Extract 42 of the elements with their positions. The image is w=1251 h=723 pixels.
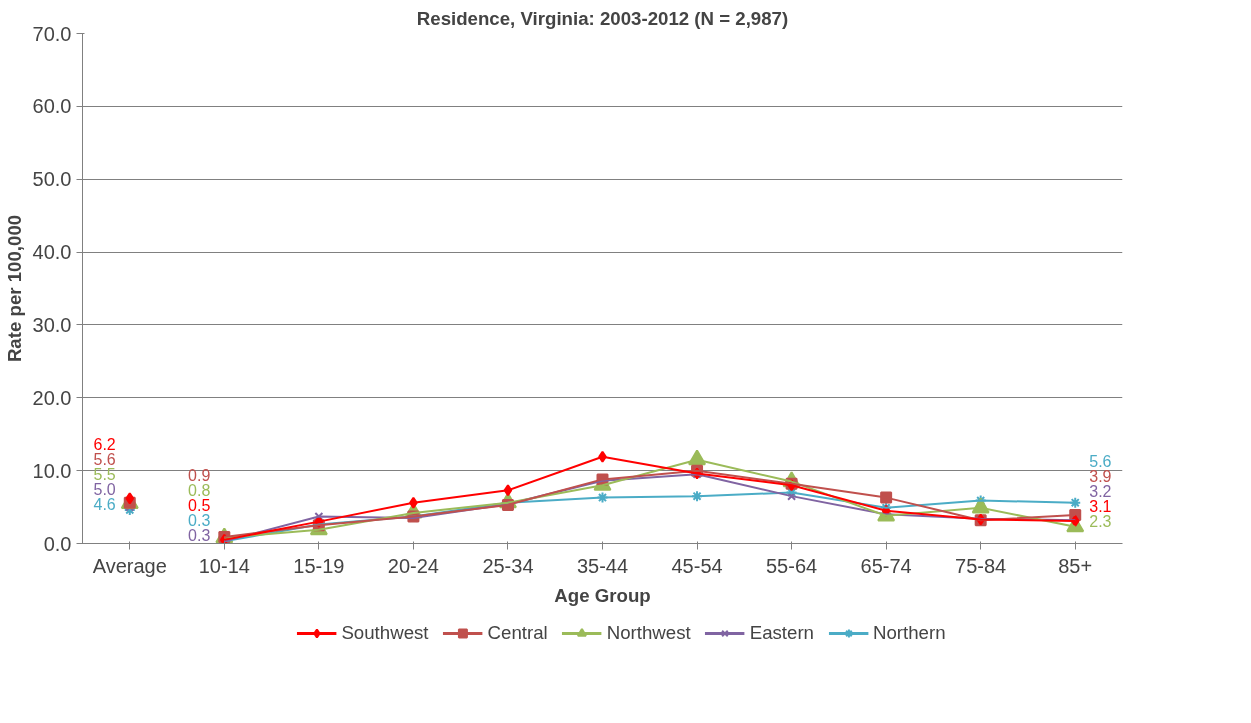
x-tick-label: 20-24 — [387, 554, 439, 577]
x-tick-label: 75-84 — [955, 554, 1007, 577]
x-tick-label: 45-54 — [671, 554, 723, 577]
data-label: 2.3 — [1089, 512, 1112, 530]
data-label: 3.9 — [1089, 467, 1112, 485]
data-label: 0.3 — [188, 527, 211, 545]
legend-label: Southwest — [341, 622, 429, 644]
data-label: 0.3 — [188, 512, 211, 530]
y-tick-label: 40.0 — [32, 241, 72, 264]
y-tick-label: 0.0 — [43, 532, 72, 555]
x-tick-label: 15-19 — [293, 554, 345, 577]
data-label: 6.2 — [93, 435, 116, 453]
x-tick-label: 35-44 — [576, 554, 629, 577]
x-tick-label: 25-34 — [482, 554, 534, 577]
data-label: 0.9 — [188, 467, 211, 485]
x-tick-label: 10-14 — [198, 554, 250, 577]
x-axis-title: Age Group — [554, 584, 651, 606]
data-label: 5.0 — [93, 480, 116, 498]
data-label: 0.8 — [188, 482, 211, 500]
legend-label: Eastern — [749, 622, 814, 644]
legend-label: Central — [487, 622, 548, 644]
legend-label: Northern — [872, 622, 946, 644]
data-label: 3.1 — [1089, 497, 1112, 515]
data-label: 5.6 — [93, 450, 116, 468]
y-axis-title: Rate per 100,000 — [3, 214, 25, 363]
legend-label: Northwest — [606, 622, 691, 644]
y-tick-label: 30.0 — [32, 313, 72, 336]
x-tick-label: 55-64 — [766, 554, 818, 577]
y-tick-label: 60.0 — [32, 95, 72, 118]
data-label: 5.6 — [1089, 452, 1112, 470]
chart-title: Residence, Virginia: 2003-2012 (N = 2,987) — [416, 7, 789, 29]
y-tick-label: 20.0 — [32, 386, 72, 409]
y-tick-label: 10.0 — [32, 459, 72, 482]
data-label: 0.5 — [188, 497, 211, 515]
x-tick-label: 85+ — [1058, 554, 1093, 577]
x-tick-label: 65-74 — [860, 554, 912, 577]
data-label: 4.6 — [93, 495, 116, 513]
y-tick-label: 70.0 — [32, 22, 72, 45]
data-label: 3.2 — [1089, 482, 1112, 500]
x-tick-label: Average — [92, 554, 167, 577]
data-label: 5.5 — [93, 465, 116, 483]
y-tick-label: 50.0 — [32, 168, 72, 191]
